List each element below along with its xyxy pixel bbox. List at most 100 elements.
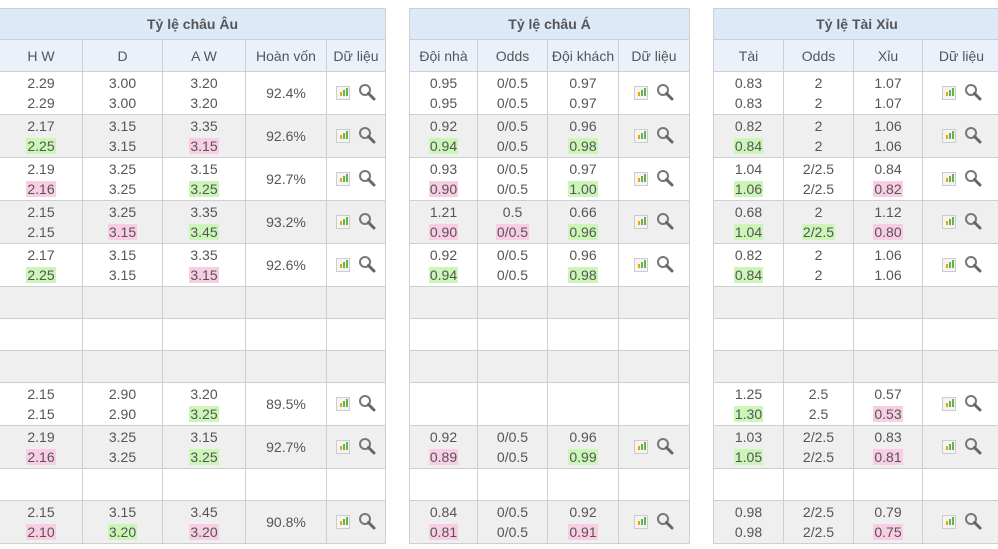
odds-value-text: 0.84 (733, 267, 764, 283)
bar-chart-icon[interactable] (634, 215, 649, 229)
cell: 0.82 0.84 (713, 243, 784, 287)
bar-chart-icon[interactable] (634, 172, 649, 186)
odds-value: 0.84 (714, 136, 783, 156)
magnifier-icon[interactable] (964, 212, 982, 233)
odds-value-text: 0.81 (428, 524, 459, 540)
magnifier-icon[interactable] (656, 437, 674, 458)
magnifier-icon[interactable] (964, 512, 982, 533)
magnifier-icon[interactable] (656, 212, 674, 233)
magnifier-icon[interactable] (964, 437, 982, 458)
magnifier-icon[interactable] (358, 394, 376, 415)
odds-value: 3.20 (83, 522, 162, 542)
odds-value-text: 2.25 (26, 267, 56, 283)
odds-value: 3.00 (83, 73, 162, 93)
odds-value: 2.19 (0, 427, 82, 447)
odds-value-text: 3.25 (108, 181, 137, 197)
magnifier-icon[interactable] (358, 255, 376, 276)
cell: 92.7% (245, 425, 327, 469)
odds-value-text: 3.00 (108, 95, 137, 111)
odds-value: 3.20 (163, 522, 245, 542)
data-links (619, 255, 689, 276)
odds-value-text: 0/0.5 (496, 95, 529, 111)
magnifier-icon[interactable] (964, 83, 982, 104)
magnifier-icon[interactable] (656, 255, 674, 276)
column-header: Dữ liệu (617, 39, 691, 72)
cell: 0.79 0.75 (853, 500, 923, 544)
odds-value: 3.25 (83, 447, 162, 467)
magnifier-icon[interactable] (358, 169, 376, 190)
bar-chart-icon[interactable] (336, 397, 350, 411)
bar-chart-icon[interactable] (336, 172, 350, 186)
cell: 0.84 0.82 (853, 157, 923, 201)
asian-handicap-table: Tỷ lệ châu Á Đội nhà Odds Đội khách Dữ liệu 0… (408, 8, 691, 544)
magnifier-icon[interactable] (358, 437, 376, 458)
odds-value: 2 (784, 93, 853, 113)
magnifier-icon[interactable] (656, 83, 674, 104)
odds-value: 0.92 (548, 502, 618, 522)
data-links (327, 169, 385, 190)
bar-chart-icon[interactable] (634, 86, 649, 100)
magnifier-icon[interactable] (656, 169, 674, 190)
bar-chart-icon[interactable] (336, 86, 350, 100)
odds-value-text: 3.15 (190, 161, 218, 177)
cell (921, 200, 998, 244)
odds-value: 3.35 (163, 116, 245, 136)
magnifier-icon[interactable] (358, 512, 376, 533)
cell: 0.92 0.89 (409, 425, 478, 469)
magnifier-icon[interactable] (358, 126, 376, 147)
magnifier-icon[interactable] (964, 394, 982, 415)
odds-value: 0.97 (548, 159, 618, 179)
magnifier-icon[interactable] (964, 169, 982, 190)
magnifier-icon[interactable] (358, 212, 376, 233)
odds-value-text: 0.89 (428, 449, 459, 465)
table-row: 0.82 0.84 2 2 1.06 1.06 (713, 114, 998, 158)
odds-value: 0.92 (410, 427, 477, 447)
odds-value: 2 (784, 73, 853, 93)
odds-value-text: 0/0.5 (496, 524, 529, 540)
odds-value: 0.84 (410, 502, 477, 522)
bar-chart-icon[interactable] (634, 515, 649, 529)
bar-chart-icon[interactable] (336, 440, 350, 454)
odds-value-text: 0.97 (569, 95, 597, 111)
magnifier-icon[interactable] (964, 255, 982, 276)
magnifier-icon[interactable] (358, 83, 376, 104)
column-header: Odds (477, 39, 548, 72)
bar-chart-icon[interactable] (941, 258, 956, 272)
bar-chart-icon[interactable] (336, 258, 350, 272)
odds-value-text: 0.57 (874, 386, 902, 402)
table-row: 1.04 1.06 2/2.5 2/2.5 0.84 0.82 (713, 157, 998, 201)
cell (0, 318, 83, 351)
bar-chart-icon[interactable] (336, 215, 350, 229)
bar-chart-icon[interactable] (634, 440, 649, 454)
bar-chart-icon[interactable] (941, 440, 956, 454)
odds-value: 0.84 (854, 159, 922, 179)
magnifier-icon[interactable] (964, 126, 982, 147)
bar-chart-icon[interactable] (634, 258, 649, 272)
bar-chart-icon[interactable] (941, 172, 956, 186)
odds-value: 0.90 (410, 222, 477, 242)
cell (326, 350, 386, 383)
cell: 3.35 3.45 (162, 200, 246, 244)
bar-chart-icon[interactable] (941, 129, 956, 143)
bar-chart-icon[interactable] (634, 129, 649, 143)
magnifier-icon[interactable] (656, 126, 674, 147)
magnifier-icon[interactable] (656, 512, 674, 533)
odds-value-text: 0.98 (734, 504, 763, 520)
odds-value-text: 2.25 (26, 138, 56, 154)
bar-chart-icon[interactable] (336, 129, 350, 143)
odds-value-text: 1.05 (733, 449, 764, 465)
bar-chart-icon[interactable] (941, 86, 956, 100)
cell (477, 318, 548, 351)
cell: 1.12 0.80 (853, 200, 923, 244)
bar-chart-icon[interactable] (336, 515, 350, 529)
odds-value: 0.5 (478, 202, 547, 222)
bar-chart-icon[interactable] (941, 215, 956, 229)
odds-value: 0.98 (548, 265, 618, 285)
cell (326, 243, 386, 287)
bar-chart-icon[interactable] (941, 515, 956, 529)
table-row: 0.84 0.81 0/0.5 0/0.5 0.92 0.91 (409, 500, 691, 544)
bar-chart-icon[interactable] (941, 397, 956, 411)
cell (0, 468, 83, 501)
odds-value: 0.68 (714, 202, 783, 222)
